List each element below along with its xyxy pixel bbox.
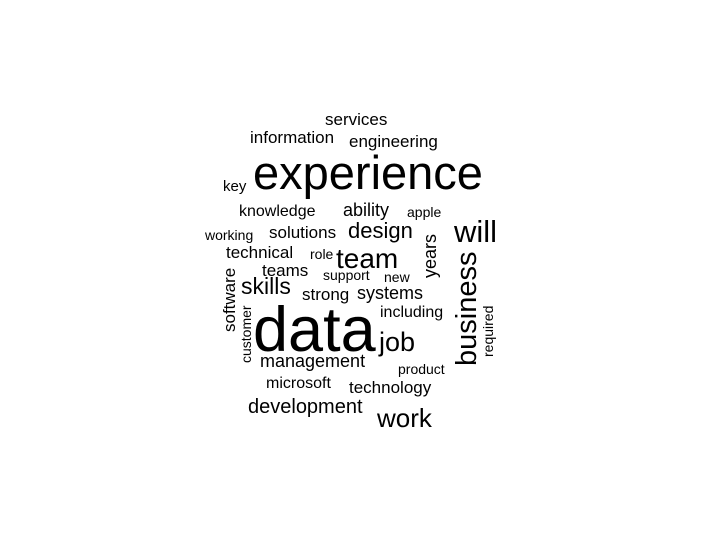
word-development: development bbox=[248, 396, 363, 418]
word-job: job bbox=[379, 327, 416, 357]
word-work: work bbox=[377, 403, 432, 433]
word-working: working bbox=[205, 227, 254, 243]
word-new: new bbox=[384, 269, 410, 285]
word-technical: technical bbox=[226, 243, 294, 262]
word-apple: apple bbox=[407, 204, 442, 220]
word-customer: customer bbox=[238, 305, 254, 363]
word-information: information bbox=[250, 128, 335, 147]
word-solutions: solutions bbox=[269, 223, 337, 242]
word-design: design bbox=[348, 218, 413, 243]
word-knowledge: knowledge bbox=[239, 203, 316, 220]
word-ability: ability bbox=[343, 200, 390, 220]
word-business: business bbox=[451, 251, 483, 366]
word-microsoft: microsoft bbox=[266, 375, 331, 392]
word-skills: skills bbox=[241, 273, 291, 299]
word-data: data bbox=[253, 295, 376, 365]
word-technology: technology bbox=[349, 378, 432, 397]
word-product: product bbox=[398, 361, 445, 377]
word-support: support bbox=[323, 267, 370, 283]
word-teams: teams bbox=[262, 261, 309, 280]
word-years: years bbox=[420, 233, 440, 278]
word-management: management bbox=[260, 351, 366, 371]
word-software: software bbox=[220, 267, 239, 332]
word-services: services bbox=[325, 110, 388, 129]
word-will: will bbox=[454, 214, 498, 249]
word-engineering: engineering bbox=[349, 132, 438, 151]
word-key: key bbox=[223, 178, 247, 195]
word-including: including bbox=[380, 304, 444, 321]
word-experience: experience bbox=[253, 146, 483, 199]
word-role: role bbox=[310, 246, 334, 262]
word-strong: strong bbox=[302, 285, 350, 304]
word-team: team bbox=[336, 243, 399, 274]
word-required: required bbox=[480, 305, 496, 357]
word-systems: systems bbox=[357, 283, 424, 303]
